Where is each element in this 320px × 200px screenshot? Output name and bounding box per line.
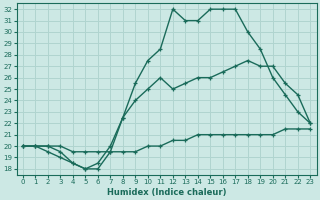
X-axis label: Humidex (Indice chaleur): Humidex (Indice chaleur) bbox=[107, 188, 226, 197]
